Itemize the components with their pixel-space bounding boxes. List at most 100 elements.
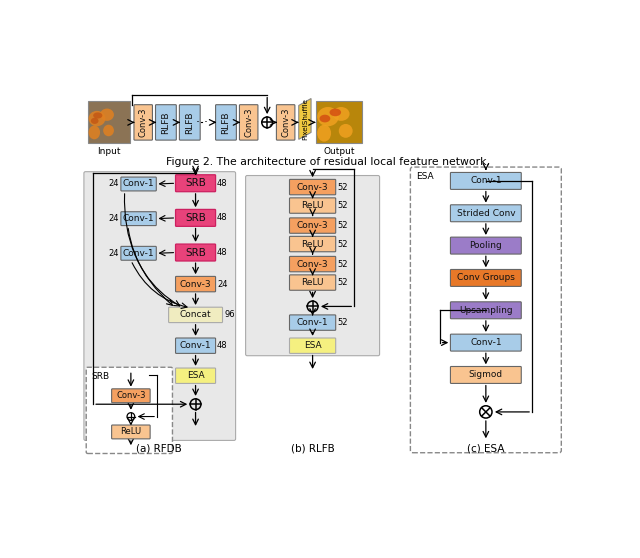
Ellipse shape	[88, 126, 100, 140]
FancyBboxPatch shape	[86, 367, 172, 454]
FancyBboxPatch shape	[289, 338, 336, 353]
Text: SRB: SRB	[185, 213, 206, 223]
FancyBboxPatch shape	[289, 218, 336, 233]
Text: Conv-1: Conv-1	[180, 341, 211, 350]
Text: Conv-3: Conv-3	[180, 280, 211, 288]
FancyBboxPatch shape	[289, 315, 336, 330]
FancyBboxPatch shape	[156, 105, 176, 140]
Text: 48: 48	[217, 179, 228, 187]
Text: 24: 24	[108, 180, 118, 189]
Ellipse shape	[319, 115, 330, 122]
Text: 52: 52	[337, 239, 348, 248]
Text: Strided Conv: Strided Conv	[456, 209, 515, 218]
Ellipse shape	[317, 107, 339, 126]
FancyBboxPatch shape	[175, 368, 216, 383]
Text: Conv-1: Conv-1	[123, 214, 154, 223]
Text: Conv-3: Conv-3	[297, 221, 328, 230]
Text: Upsampling: Upsampling	[459, 306, 513, 315]
Text: 52: 52	[337, 221, 348, 230]
Text: ReLU: ReLU	[301, 278, 324, 287]
Text: RLFB: RLFB	[161, 111, 170, 134]
FancyBboxPatch shape	[289, 275, 336, 290]
Ellipse shape	[93, 112, 102, 118]
Text: ReLU: ReLU	[120, 427, 141, 436]
Text: Conv-3: Conv-3	[116, 391, 146, 400]
Text: ESA: ESA	[187, 371, 204, 380]
Text: SRB: SRB	[92, 372, 109, 381]
Text: 48: 48	[217, 213, 228, 223]
FancyBboxPatch shape	[451, 302, 521, 319]
Ellipse shape	[100, 109, 114, 121]
Text: Conv-1: Conv-1	[470, 338, 502, 347]
FancyBboxPatch shape	[451, 334, 521, 351]
Text: Pooling: Pooling	[470, 241, 502, 250]
FancyBboxPatch shape	[289, 198, 336, 213]
Text: Input: Input	[97, 147, 121, 156]
Text: ESA: ESA	[304, 341, 321, 350]
Text: Output: Output	[323, 147, 355, 156]
Text: Conv-3: Conv-3	[297, 259, 328, 268]
FancyBboxPatch shape	[111, 425, 150, 439]
Text: ReLU: ReLU	[301, 239, 324, 248]
FancyBboxPatch shape	[111, 389, 150, 403]
Polygon shape	[299, 99, 311, 140]
FancyBboxPatch shape	[88, 101, 130, 143]
Ellipse shape	[103, 124, 114, 136]
FancyBboxPatch shape	[216, 105, 236, 140]
FancyBboxPatch shape	[451, 270, 521, 286]
FancyBboxPatch shape	[316, 101, 362, 143]
FancyBboxPatch shape	[175, 338, 216, 353]
FancyBboxPatch shape	[289, 256, 336, 272]
Text: (a) RFDB: (a) RFDB	[136, 444, 182, 454]
FancyBboxPatch shape	[276, 105, 295, 140]
Text: Sigmod: Sigmod	[468, 371, 503, 379]
Text: (c) ESA: (c) ESA	[467, 444, 504, 454]
Text: SRB: SRB	[185, 178, 206, 188]
FancyBboxPatch shape	[451, 205, 521, 222]
Ellipse shape	[339, 124, 353, 138]
Ellipse shape	[88, 111, 106, 126]
Text: Conv-3: Conv-3	[139, 108, 148, 137]
Text: 24: 24	[108, 214, 118, 223]
FancyBboxPatch shape	[84, 172, 236, 440]
FancyBboxPatch shape	[134, 105, 152, 140]
Text: Conv-3: Conv-3	[244, 108, 253, 137]
FancyBboxPatch shape	[179, 105, 200, 140]
FancyBboxPatch shape	[121, 211, 156, 225]
Ellipse shape	[317, 124, 331, 142]
Ellipse shape	[333, 107, 349, 121]
Text: 48: 48	[217, 341, 228, 350]
Text: Conv-3: Conv-3	[281, 108, 290, 137]
FancyBboxPatch shape	[451, 237, 521, 254]
Text: Conv-1: Conv-1	[123, 180, 154, 189]
FancyBboxPatch shape	[121, 177, 156, 191]
FancyBboxPatch shape	[246, 176, 380, 355]
Text: ReLU: ReLU	[301, 201, 324, 210]
Text: Concat: Concat	[180, 310, 211, 319]
FancyBboxPatch shape	[410, 167, 561, 453]
Text: (b) RLFB: (b) RLFB	[291, 444, 335, 454]
Text: Conv-3: Conv-3	[297, 182, 328, 191]
Text: Conv Groups: Conv Groups	[457, 273, 515, 282]
Text: Conv-1: Conv-1	[297, 318, 328, 327]
FancyBboxPatch shape	[175, 276, 216, 292]
Text: Conv-1: Conv-1	[123, 249, 154, 258]
Text: ESA: ESA	[417, 172, 434, 181]
Text: · · ·: · · ·	[196, 116, 216, 129]
Text: 52: 52	[337, 259, 348, 268]
FancyBboxPatch shape	[175, 209, 216, 227]
Text: Conv-1: Conv-1	[470, 176, 502, 185]
FancyBboxPatch shape	[451, 172, 521, 189]
Text: 52: 52	[337, 318, 348, 327]
Text: 52: 52	[337, 201, 348, 210]
Ellipse shape	[91, 118, 99, 124]
Text: 52: 52	[337, 278, 348, 287]
Text: 24: 24	[217, 280, 228, 288]
Ellipse shape	[330, 109, 341, 116]
Text: SRB: SRB	[185, 248, 206, 258]
Text: Figure 2. The architecture of residual local feature network.: Figure 2. The architecture of residual l…	[166, 157, 490, 167]
Text: PixelShuffle: PixelShuffle	[302, 98, 308, 140]
FancyBboxPatch shape	[121, 247, 156, 260]
Text: 52: 52	[337, 182, 348, 191]
Text: 24: 24	[108, 249, 118, 258]
